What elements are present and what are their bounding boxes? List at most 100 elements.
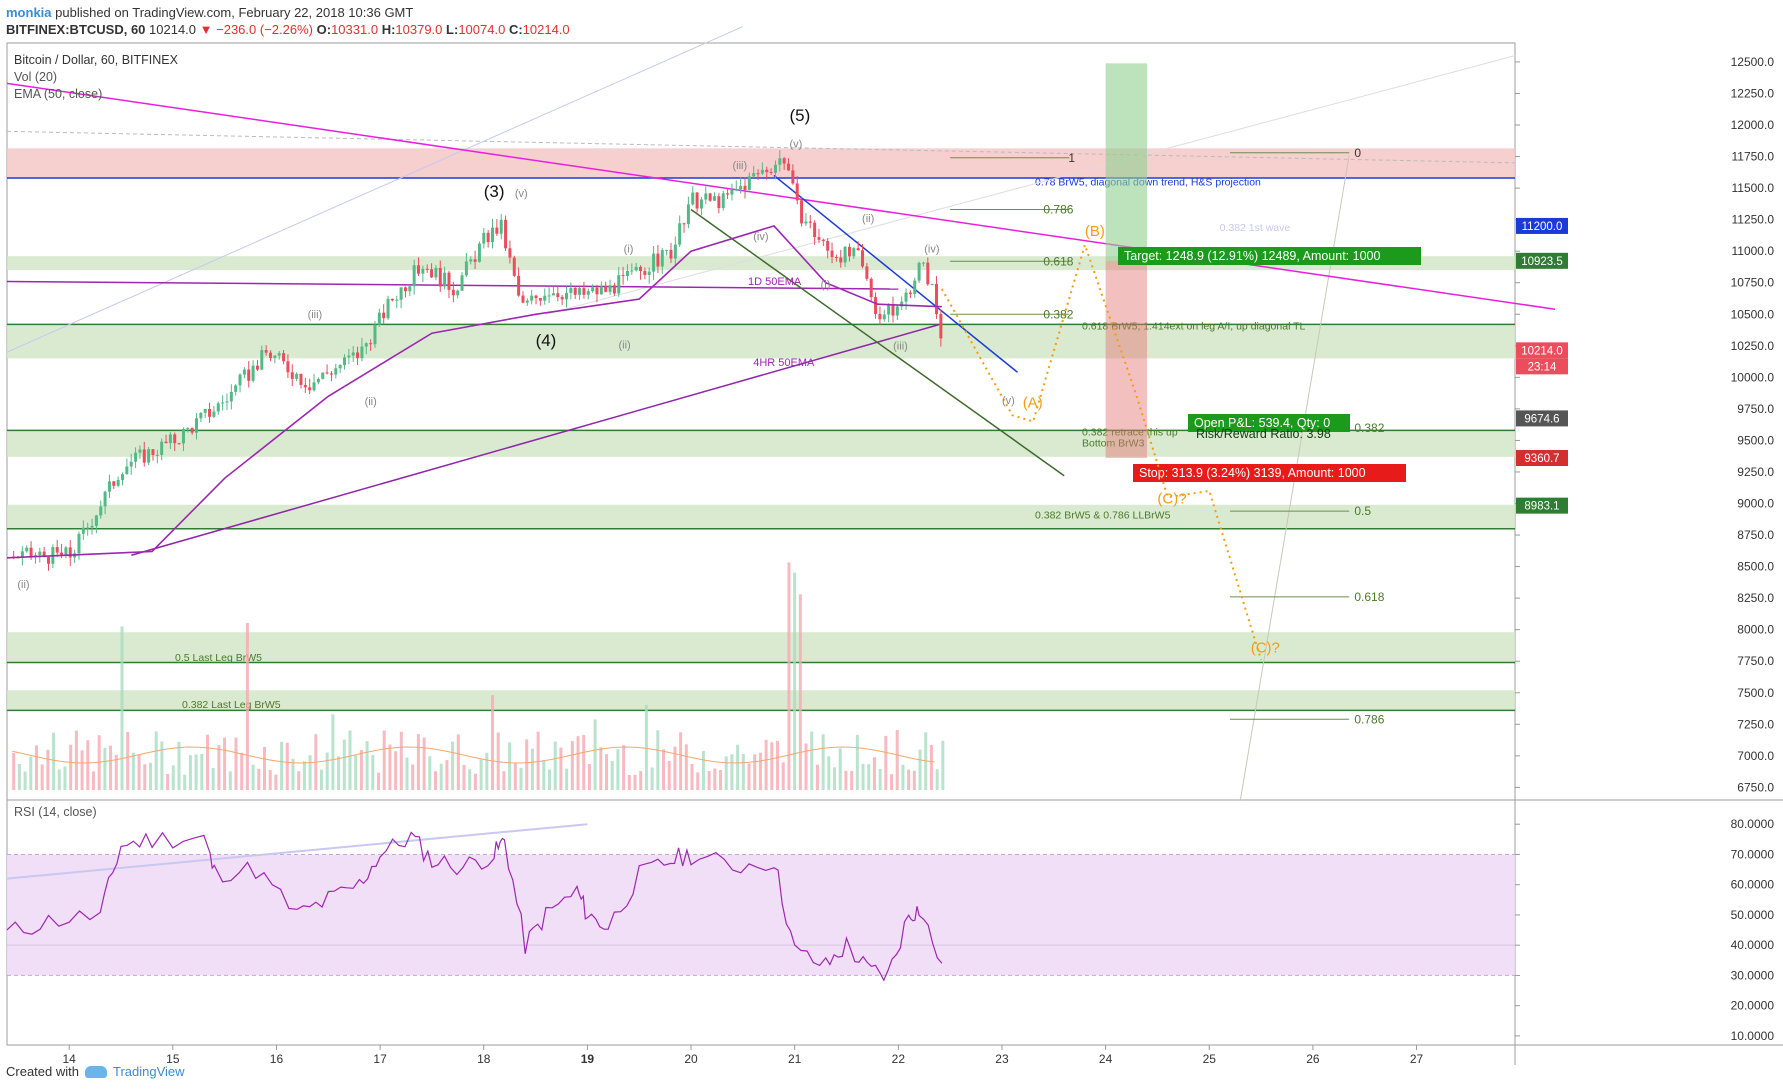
candle-body <box>68 547 72 558</box>
annotation-18: (iv) <box>753 231 768 243</box>
volume-bar <box>872 757 876 790</box>
pnl-label: Open P&L: 539.4, Qty: 0 <box>1194 416 1330 430</box>
candle-body <box>29 547 33 558</box>
candle-body <box>739 185 743 190</box>
volume-bar <box>331 714 335 790</box>
y-tick-label: 7250.0 <box>1737 717 1774 731</box>
volume-bar <box>730 754 734 790</box>
volume-bar <box>656 730 660 790</box>
candle-body <box>343 357 347 365</box>
ohlc-header: BITFINEX:BTCUSD, 60 10214.0 ▼ −236.0 (−2… <box>6 22 570 37</box>
candle-body <box>795 183 799 201</box>
candle-body <box>434 267 438 278</box>
x-tick-label: 16 <box>270 1052 284 1066</box>
tradingview-brand[interactable]: TradingView <box>112 1064 185 1079</box>
volume-bar <box>696 772 700 790</box>
pnl-label-bg <box>1188 414 1350 432</box>
candle-body <box>695 192 699 209</box>
candle-body <box>325 372 329 374</box>
zone-green-5 <box>7 632 1515 663</box>
volume-bar <box>667 761 671 790</box>
volume-bar <box>34 745 38 790</box>
candle-body <box>525 300 529 303</box>
candle-body <box>38 551 42 556</box>
candle-body <box>647 271 651 275</box>
candle-body <box>408 286 412 292</box>
volume-bar <box>468 769 472 790</box>
fib-left-label-3: 0.382 <box>1043 307 1073 321</box>
y-tick-label: 11000.0 <box>1732 244 1775 258</box>
candle-body <box>913 280 917 294</box>
candle-body <box>486 232 490 243</box>
candle-body <box>608 285 612 292</box>
candle-body <box>582 288 586 295</box>
author-link[interactable]: monkia <box>6 5 52 20</box>
volume-bar <box>223 737 227 790</box>
candle-body <box>639 266 643 271</box>
annotation-16: (i) <box>624 243 634 255</box>
candle-body <box>229 391 233 402</box>
volume-bar <box>280 741 284 790</box>
volume-bar <box>855 734 859 790</box>
candle-body <box>438 267 442 287</box>
volume-bar <box>46 749 50 790</box>
y-tick-label: 8750.0 <box>1737 528 1774 542</box>
position-stop-zone <box>1105 260 1148 458</box>
position-target-zone <box>1105 63 1148 261</box>
volume-bar <box>86 740 90 790</box>
volume-bar <box>160 741 164 790</box>
annotation-2: (4) <box>536 331 557 350</box>
price-badge-bg-4 <box>1516 450 1568 467</box>
volume-bar <box>422 737 426 790</box>
stop-label-bg <box>1133 464 1406 482</box>
fib-left-label-2: 0.618 <box>1043 254 1073 268</box>
candle-body <box>556 293 560 298</box>
x-tick-label: 18 <box>477 1052 491 1066</box>
volume-bar <box>650 767 654 790</box>
volume-bar <box>627 774 631 790</box>
fib-right-label-3: 0.618 <box>1354 590 1384 604</box>
candle-body <box>334 368 338 375</box>
volume-bar <box>80 750 84 790</box>
volume-bar <box>166 773 170 790</box>
candle-body <box>273 355 277 358</box>
y-tick-label: 12500.0 <box>1731 55 1775 69</box>
candle-body <box>921 262 925 264</box>
volume-bar <box>912 770 916 790</box>
candle-body <box>347 355 351 358</box>
candle-body <box>660 250 664 267</box>
candle-body <box>338 364 342 369</box>
volume-bar <box>74 730 78 790</box>
volume-bar <box>171 765 175 790</box>
rsi-tick-label: 50.0000 <box>1731 908 1775 922</box>
candle-body <box>412 265 416 287</box>
annotation-10: (iv) <box>924 243 939 255</box>
volume-bar <box>496 732 500 790</box>
candle-body <box>20 551 24 558</box>
volume-bar <box>616 749 620 790</box>
candle-body <box>373 324 377 345</box>
price-badge-sub-2: 23:14 <box>1528 361 1557 373</box>
candle-body <box>926 262 930 285</box>
candle-body <box>212 411 216 417</box>
volume-bar <box>810 731 814 790</box>
y-tick-label: 7750.0 <box>1737 654 1774 668</box>
candle-body <box>264 350 268 353</box>
zone-green-4 <box>7 504 1515 529</box>
candle-body <box>177 443 181 445</box>
price-badge-bg-1 <box>1516 252 1568 269</box>
candle-body <box>669 249 673 259</box>
candle-body <box>721 193 725 209</box>
rsi-tick-label: 20.0000 <box>1731 999 1775 1013</box>
volume-bar <box>291 758 295 790</box>
volume-bar <box>240 752 244 790</box>
candle-body <box>691 192 695 205</box>
volume-bar <box>633 774 637 790</box>
rsi-tick-label: 10.0000 <box>1731 1029 1775 1043</box>
fib-left-label-1: 0.786 <box>1043 203 1073 217</box>
candle-body <box>77 533 81 554</box>
annotation-9: (ii) <box>862 213 874 225</box>
volume-bar <box>701 751 705 790</box>
volume-bar <box>542 759 546 790</box>
